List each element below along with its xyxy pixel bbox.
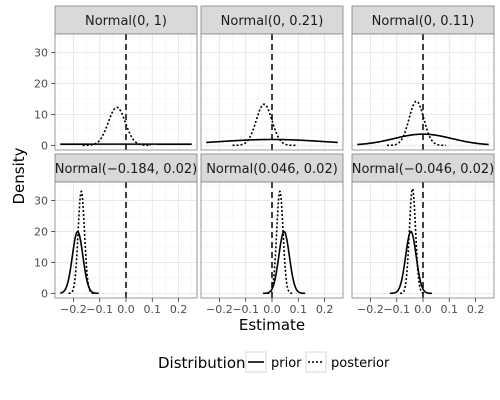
facet-panel: Normal(−0.046, 0.02) [351,153,495,299]
x-tick-label: −0.1 [86,303,113,316]
panel-border [351,33,495,151]
panel-border [54,33,198,151]
x-tick-label: 0.0 [263,303,281,316]
facet-strip-label: Normal(0.046, 0.02) [206,162,338,177]
x-tick-label: 0.1 [290,303,308,316]
facet-strip-label: Normal(0, 0.21) [221,14,324,29]
facet-strip-label: Normal(0, 0.11) [372,14,475,29]
x-tick-label: 0.2 [316,303,334,316]
legend-label-posterior: posterior [331,356,390,371]
y-tick-label: 30 [34,47,48,60]
panels-layer: Normal(0, 1) Normal(0, 0.21) Normal(0, 0.1… [54,5,495,299]
facet-panel: Normal(0, 0.11) [351,5,495,151]
facet-strip-label: Normal(−0.046, 0.02) [352,162,495,177]
y-tick-label: 0 [41,287,48,300]
facet-strip [54,153,198,183]
x-tick-label: 0.2 [467,303,485,316]
x-axis-title: Estimate [239,316,305,334]
y-tick-label: 0 [41,139,48,152]
facet-strip [200,153,344,183]
x-tick-label: 0.2 [170,303,188,316]
y-axis-title: Density [10,147,28,204]
facet-strip [351,5,495,35]
x-tick-label: 0.1 [144,303,162,316]
panel-border [200,33,344,151]
facet-panel: Normal(0, 1) [54,5,198,151]
prior-density-line [263,230,306,295]
facet-panel: Normal(0, 0.21) [200,5,344,151]
x-tick-label: −0.2 [60,303,87,316]
posterior-density-line [386,100,446,147]
y-tick-label: 30 [34,195,48,208]
x-tick-label: −0.2 [206,303,233,316]
y-tick-label: 10 [34,256,48,269]
facet-panel: Normal(−0.184, 0.02) [54,153,198,299]
prior-density-line [389,230,432,295]
legend: Distribution prior posterior [158,351,390,373]
x-tick-label: 0.0 [414,303,432,316]
legend-title: Distribution [158,354,246,372]
prior-density-line [60,230,99,295]
facet-panel: Normal(0.046, 0.02) [200,153,344,299]
facet-strip [54,5,198,35]
posterior-density-line [82,106,151,147]
facet-strip-label: Normal(−0.184, 0.02) [55,162,198,177]
x-tick-label: −0.2 [357,303,384,316]
facet-strip [351,153,495,183]
y-tick-label: 20 [34,77,48,90]
y-tick-label: 20 [34,225,48,238]
x-tick-label: 0.1 [441,303,459,316]
y-tick-label: 10 [34,108,48,121]
posterior-density-line [232,103,296,147]
facet-strip-label: Normal(0, 1) [85,14,167,29]
posterior-density-line [68,190,95,295]
posterior-density-line [267,190,293,295]
x-tick-label: −0.1 [232,303,259,316]
legend-label-prior: prior [271,356,302,371]
posterior-density-line [400,187,425,295]
x-tick-label: 0.0 [117,303,135,316]
x-tick-label: −0.1 [383,303,410,316]
